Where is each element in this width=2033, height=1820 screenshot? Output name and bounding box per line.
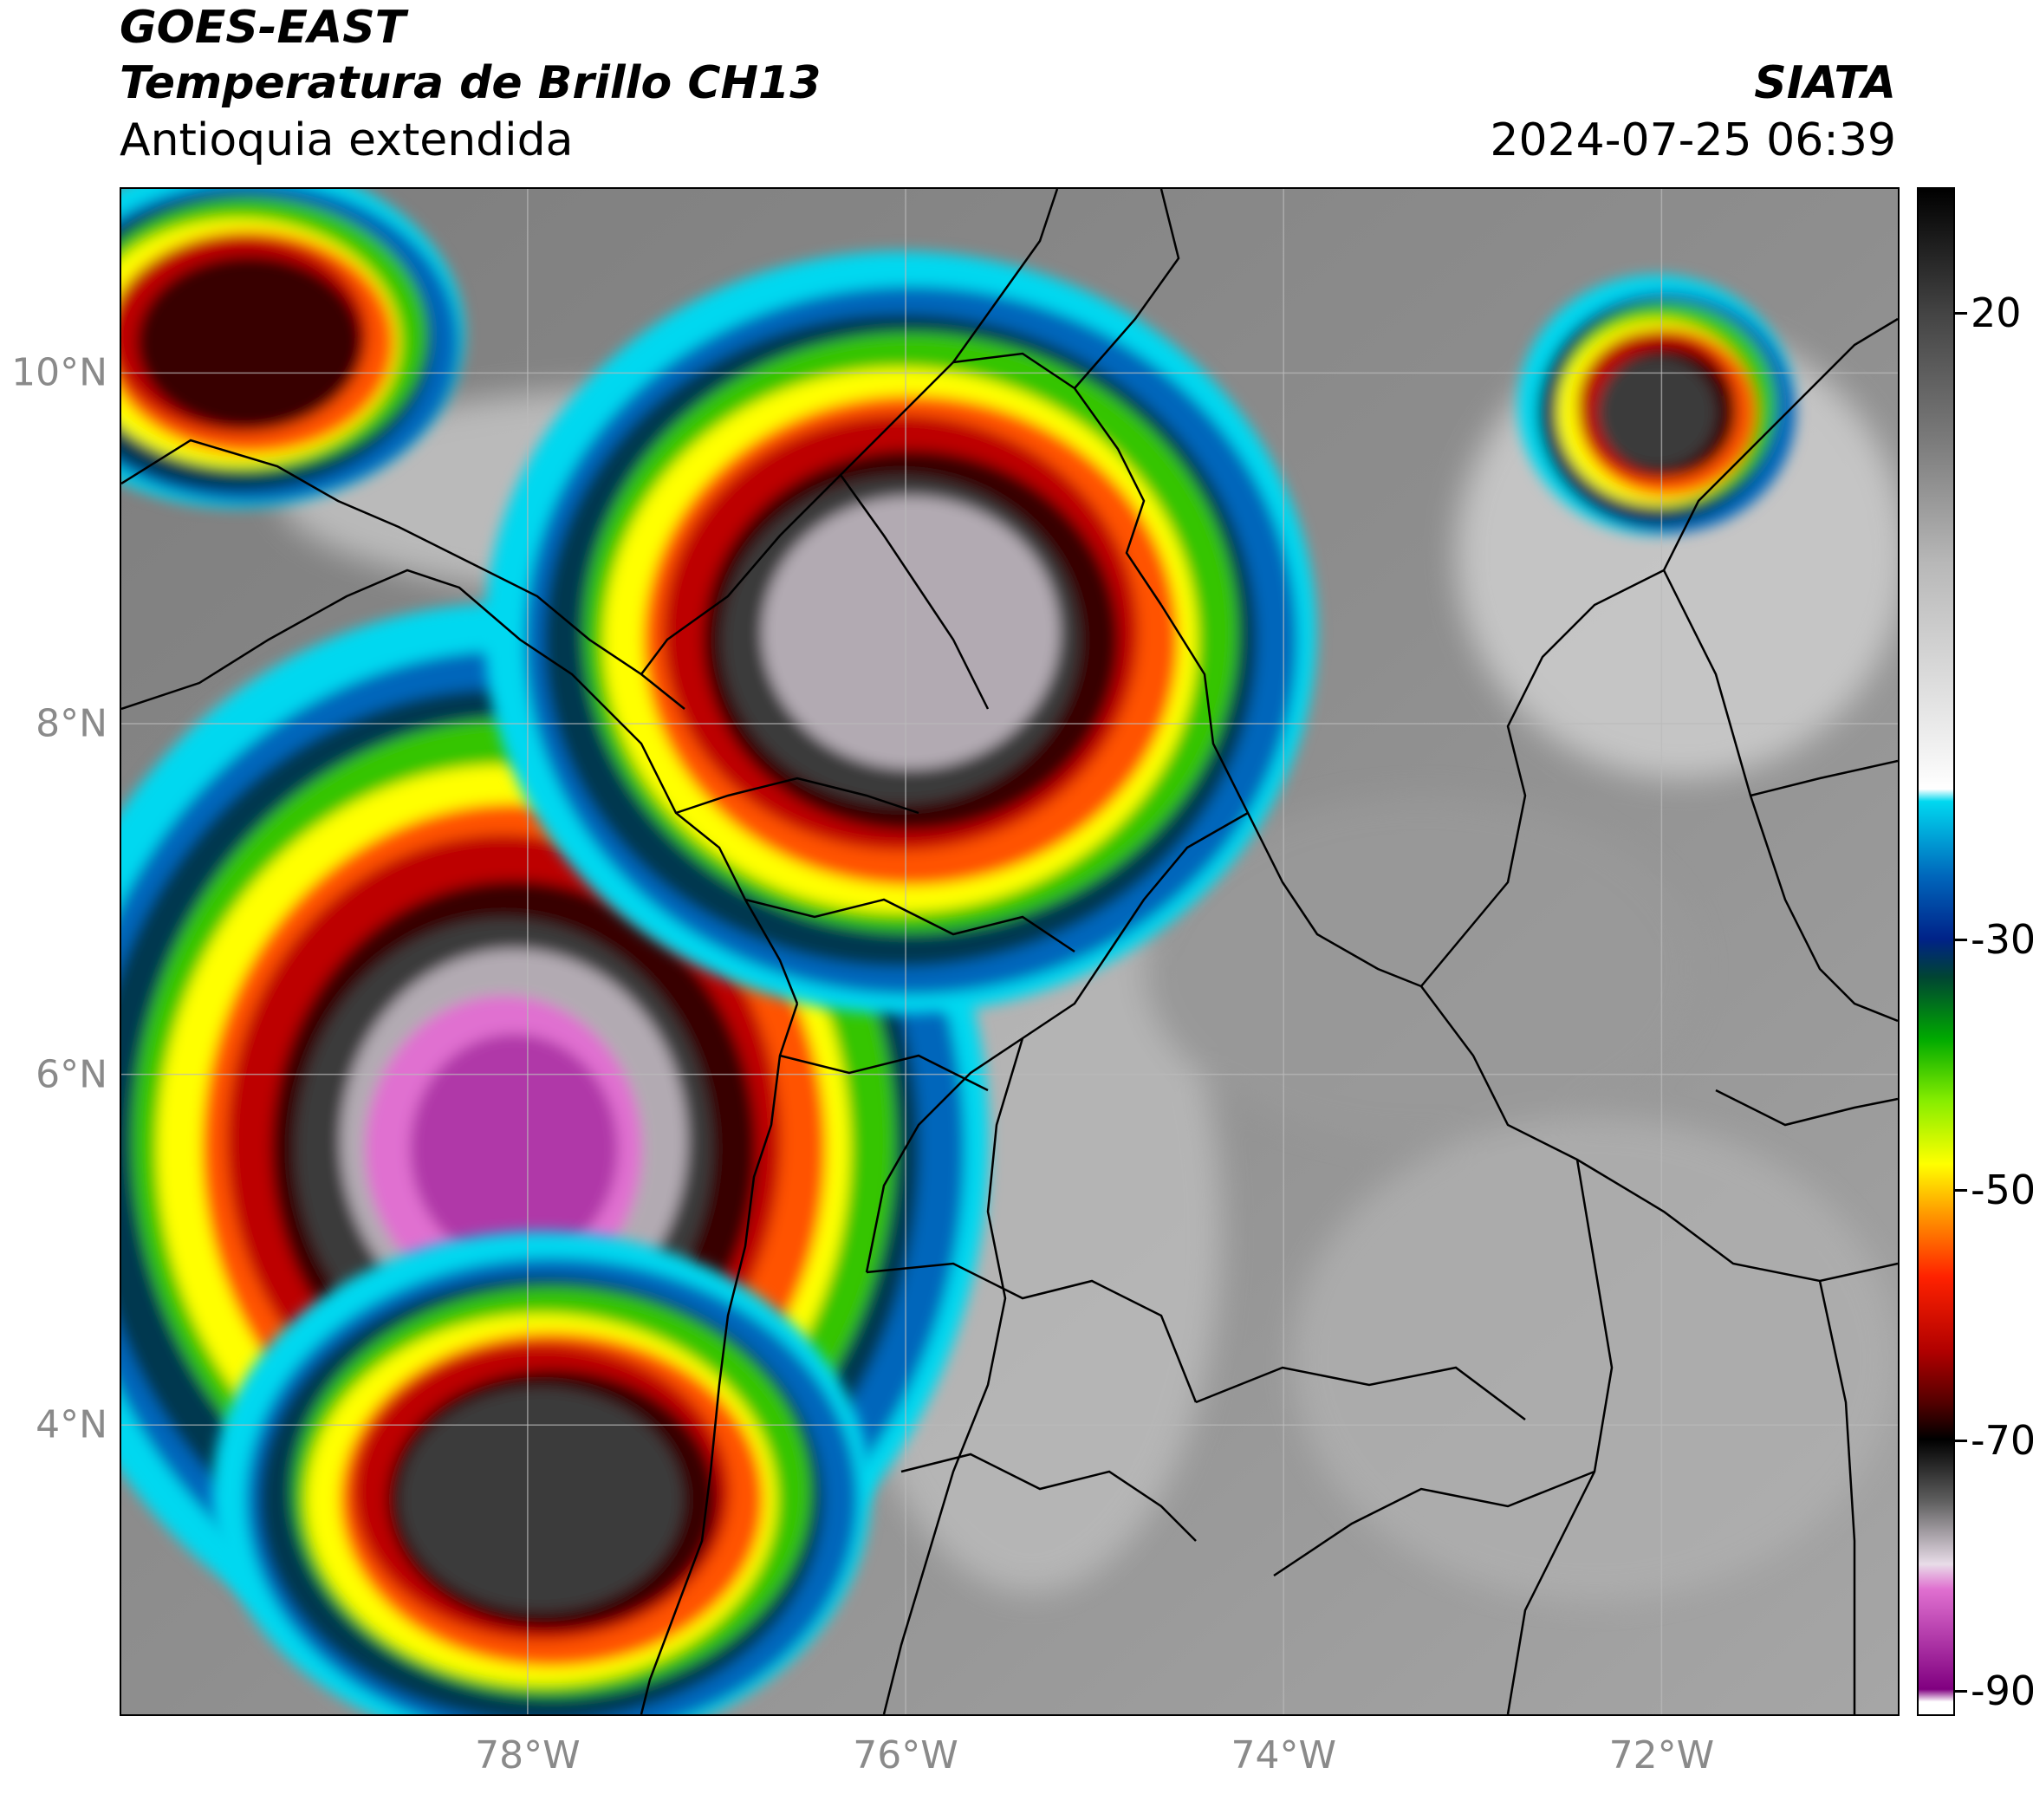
colorbar-tick: [1955, 1439, 1967, 1442]
storm-cell: [484, 250, 1317, 1014]
coastlines-and-borders: [121, 189, 1898, 1714]
storm-cell: [121, 189, 464, 508]
storm-contour: [410, 1033, 619, 1264]
colorbar-tick-label: 20: [1971, 289, 2022, 336]
storm-layer: [121, 189, 1796, 1714]
agency-block: SIATA 2024-07-25 06:39: [1490, 55, 1896, 170]
colorbar-tick-label: -50: [1971, 1166, 2033, 1213]
lat-tick-label: 10°N: [11, 350, 107, 395]
colorbar-tick-label: -70: [1971, 1416, 2033, 1464]
lat-tick-label: 4°N: [36, 1402, 107, 1447]
storm-cell: [1517, 274, 1796, 535]
storm-contour: [399, 1388, 683, 1611]
colorbar-tick: [1955, 1690, 1967, 1693]
lon-tick-label: 74°W: [1231, 1733, 1336, 1778]
satellite-map[interactable]: [120, 187, 1900, 1716]
storm-contour: [1596, 356, 1716, 469]
map-canvas: [121, 189, 1898, 1714]
gridlines: [121, 189, 1898, 1714]
lon-tick-label: 76°W: [853, 1733, 958, 1778]
storm-contour: [136, 255, 362, 429]
colorbar: [1917, 187, 1955, 1716]
storm-contour: [762, 496, 1060, 770]
product-title: Temperatura de Brillo CH13: [120, 57, 822, 109]
colorbar-tick-label: -90: [1971, 1667, 2033, 1715]
lon-tick-label: 72°W: [1608, 1733, 1715, 1778]
satellite-title: GOES-EAST: [120, 2, 406, 54]
title-block: GOES-EAST Temperatura de Brillo CH13 Ant…: [120, 0, 821, 170]
colorbar-tick-label: -30: [1971, 915, 2033, 963]
colorbar-tick: [1955, 938, 1967, 941]
lat-tick-label: 8°N: [36, 701, 107, 746]
region-subtitle: Antioquia extendida: [120, 114, 574, 166]
colorbar-tick: [1955, 1188, 1967, 1192]
timestamp: 2024-07-25 06:39: [1490, 114, 1896, 166]
lon-tick-label: 78°W: [475, 1733, 581, 1778]
agency-name: SIATA: [1754, 57, 1896, 109]
colorbar-tick: [1955, 311, 1967, 315]
lat-tick-label: 6°N: [36, 1052, 107, 1097]
